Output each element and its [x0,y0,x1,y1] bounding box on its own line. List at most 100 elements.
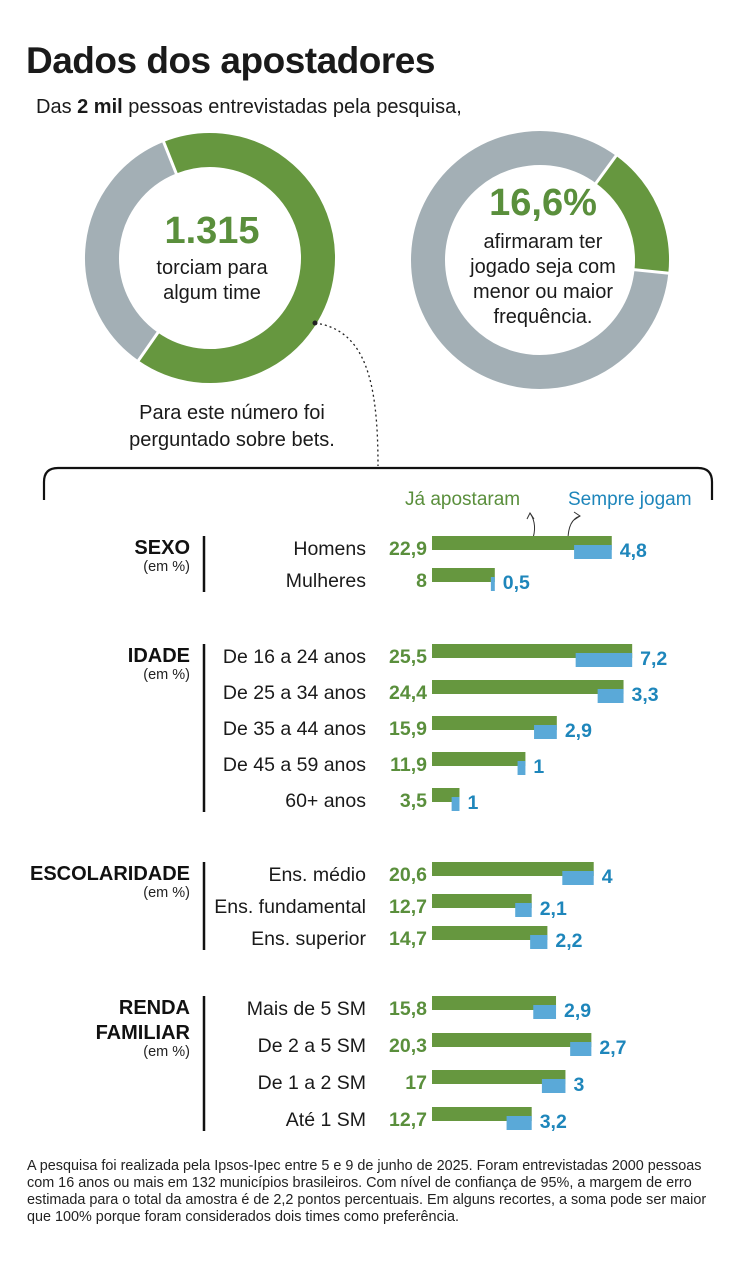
blue-value-label: 2,2 [555,930,582,952]
blue-value-label: 1 [467,792,478,814]
blue-bar [574,545,612,559]
row-label: 60+ anos [285,790,366,812]
group-title: ESCOLARIDADE [30,863,190,885]
legend-arrow-green-head [526,512,535,520]
blue-value-label: 4,8 [620,540,647,562]
group-unit: (em %) [143,885,190,901]
donut1-remainder-arc [85,141,177,361]
green-value-label: 15,8 [389,998,427,1020]
donut1-text: torciam para algum time [156,257,268,304]
donut2-text: afirmaram ter jogado seja com menor ou m… [470,231,616,328]
row-label: Ens. médio [268,864,366,886]
blue-value-label: 1 [533,756,544,778]
green-value-label: 14,7 [389,928,427,950]
blue-value-label: 3 [573,1074,584,1096]
donut-torcedores [85,133,335,383]
blue-bar [490,577,495,591]
row-label: Ens. superior [251,928,366,950]
donut2-remainder-arc [411,131,669,389]
blue-bar [575,653,633,667]
row-label: De 35 a 44 anos [223,718,366,740]
blue-value-label: 7,2 [640,648,667,670]
green-bar [432,680,624,694]
green-bar [432,996,557,1010]
donut2-value-arc [595,155,669,274]
green-value-label: 20,3 [389,1035,427,1057]
row-label: De 16 a 24 anos [223,646,366,668]
donut2-sep-2 [633,268,670,275]
row-label: Homens [293,538,366,560]
green-bar [432,926,548,940]
donut1-value: 1.315 [164,210,260,252]
blue-bar [530,935,548,949]
blue-bar [562,871,594,885]
row-label: Ens. fundamental [214,896,366,918]
green-value-label: 8 [416,570,427,592]
donut1-value-arc [138,133,335,383]
subtitle-pre: Das [36,96,78,118]
blue-bar [534,725,557,739]
row-label: De 25 a 34 anos [223,682,366,704]
page-title: Dados dos apostadores [26,40,435,81]
group-unit: (em %) [143,1044,190,1060]
green-value-label: 20,6 [389,864,427,886]
blue-value-label: 4 [602,866,613,888]
group-title: SEXO [134,537,190,559]
green-value-label: 24,4 [389,682,427,704]
green-bar [432,862,594,876]
legend-ja-apostaram: Já apostaram [405,489,521,510]
group-title: RENDA [119,997,190,1019]
donut1-sep-1 [161,140,179,175]
blue-value-label: 3,3 [632,684,659,706]
green-bar [432,1033,592,1047]
green-value-label: 3,5 [400,790,427,812]
legend-arrow-blue-head [573,511,581,521]
legend-sempre-jogam: Sempre jogam [568,489,692,510]
green-value-label: 12,7 [389,1109,427,1131]
row-label: Até 1 SM [286,1109,366,1131]
donut2-value: 16,6% [489,182,597,224]
blue-value-label: 2,1 [540,898,567,920]
row-label: Mais de 5 SM [247,998,366,1020]
blue-bar [533,1005,557,1019]
green-value-label: 11,9 [390,754,427,776]
group-unit: (em %) [143,559,190,575]
blue-value-label: 2,9 [564,1000,591,1022]
blue-bar [570,1042,592,1056]
blue-bar [597,689,624,703]
donut-charts [85,131,670,467]
subtitle: Das 2 mil pessoas entrevistadas pela pes… [36,96,462,119]
group-title: FAMILIAR [96,1022,191,1044]
blue-bar [451,797,460,811]
green-value-label: 15,9 [389,718,427,740]
green-bar [432,716,557,730]
connector-dot [312,320,318,326]
green-value-label: 12,7 [389,896,427,918]
blue-bar [515,903,532,917]
donut2-sep-1 [594,154,618,185]
blue-bar [541,1079,566,1093]
row-label: De 2 a 5 SM [258,1035,366,1057]
green-bar [432,568,495,582]
green-bar [432,536,612,550]
blue-value-label: 2,7 [599,1037,626,1059]
green-bar [432,752,526,766]
donut-apostadores [411,131,670,389]
blue-value-label: 2,9 [565,720,592,742]
blue-value-label: 3,2 [540,1111,567,1133]
row-label: De 45 a 59 anos [223,754,366,776]
blue-value-label: 0,5 [503,572,530,594]
green-value-label: 25,5 [389,646,427,668]
subtitle-post: pessoas entrevistadas pela pesquisa, [122,96,462,118]
group-title: IDADE [128,645,190,667]
blue-bar [506,1116,532,1130]
green-bar [432,894,532,908]
bracket-frame [42,466,714,500]
subtitle-bold: 2 mil [77,96,123,118]
footer-note: A pesquisa foi realizada pela Ipsos-Ipec… [27,1158,707,1225]
row-label: De 1 a 2 SM [258,1072,366,1094]
donut-note: Para este número foi perguntado sobre be… [129,402,335,451]
donut1-sep-2 [136,330,160,363]
group-unit: (em %) [143,667,190,683]
